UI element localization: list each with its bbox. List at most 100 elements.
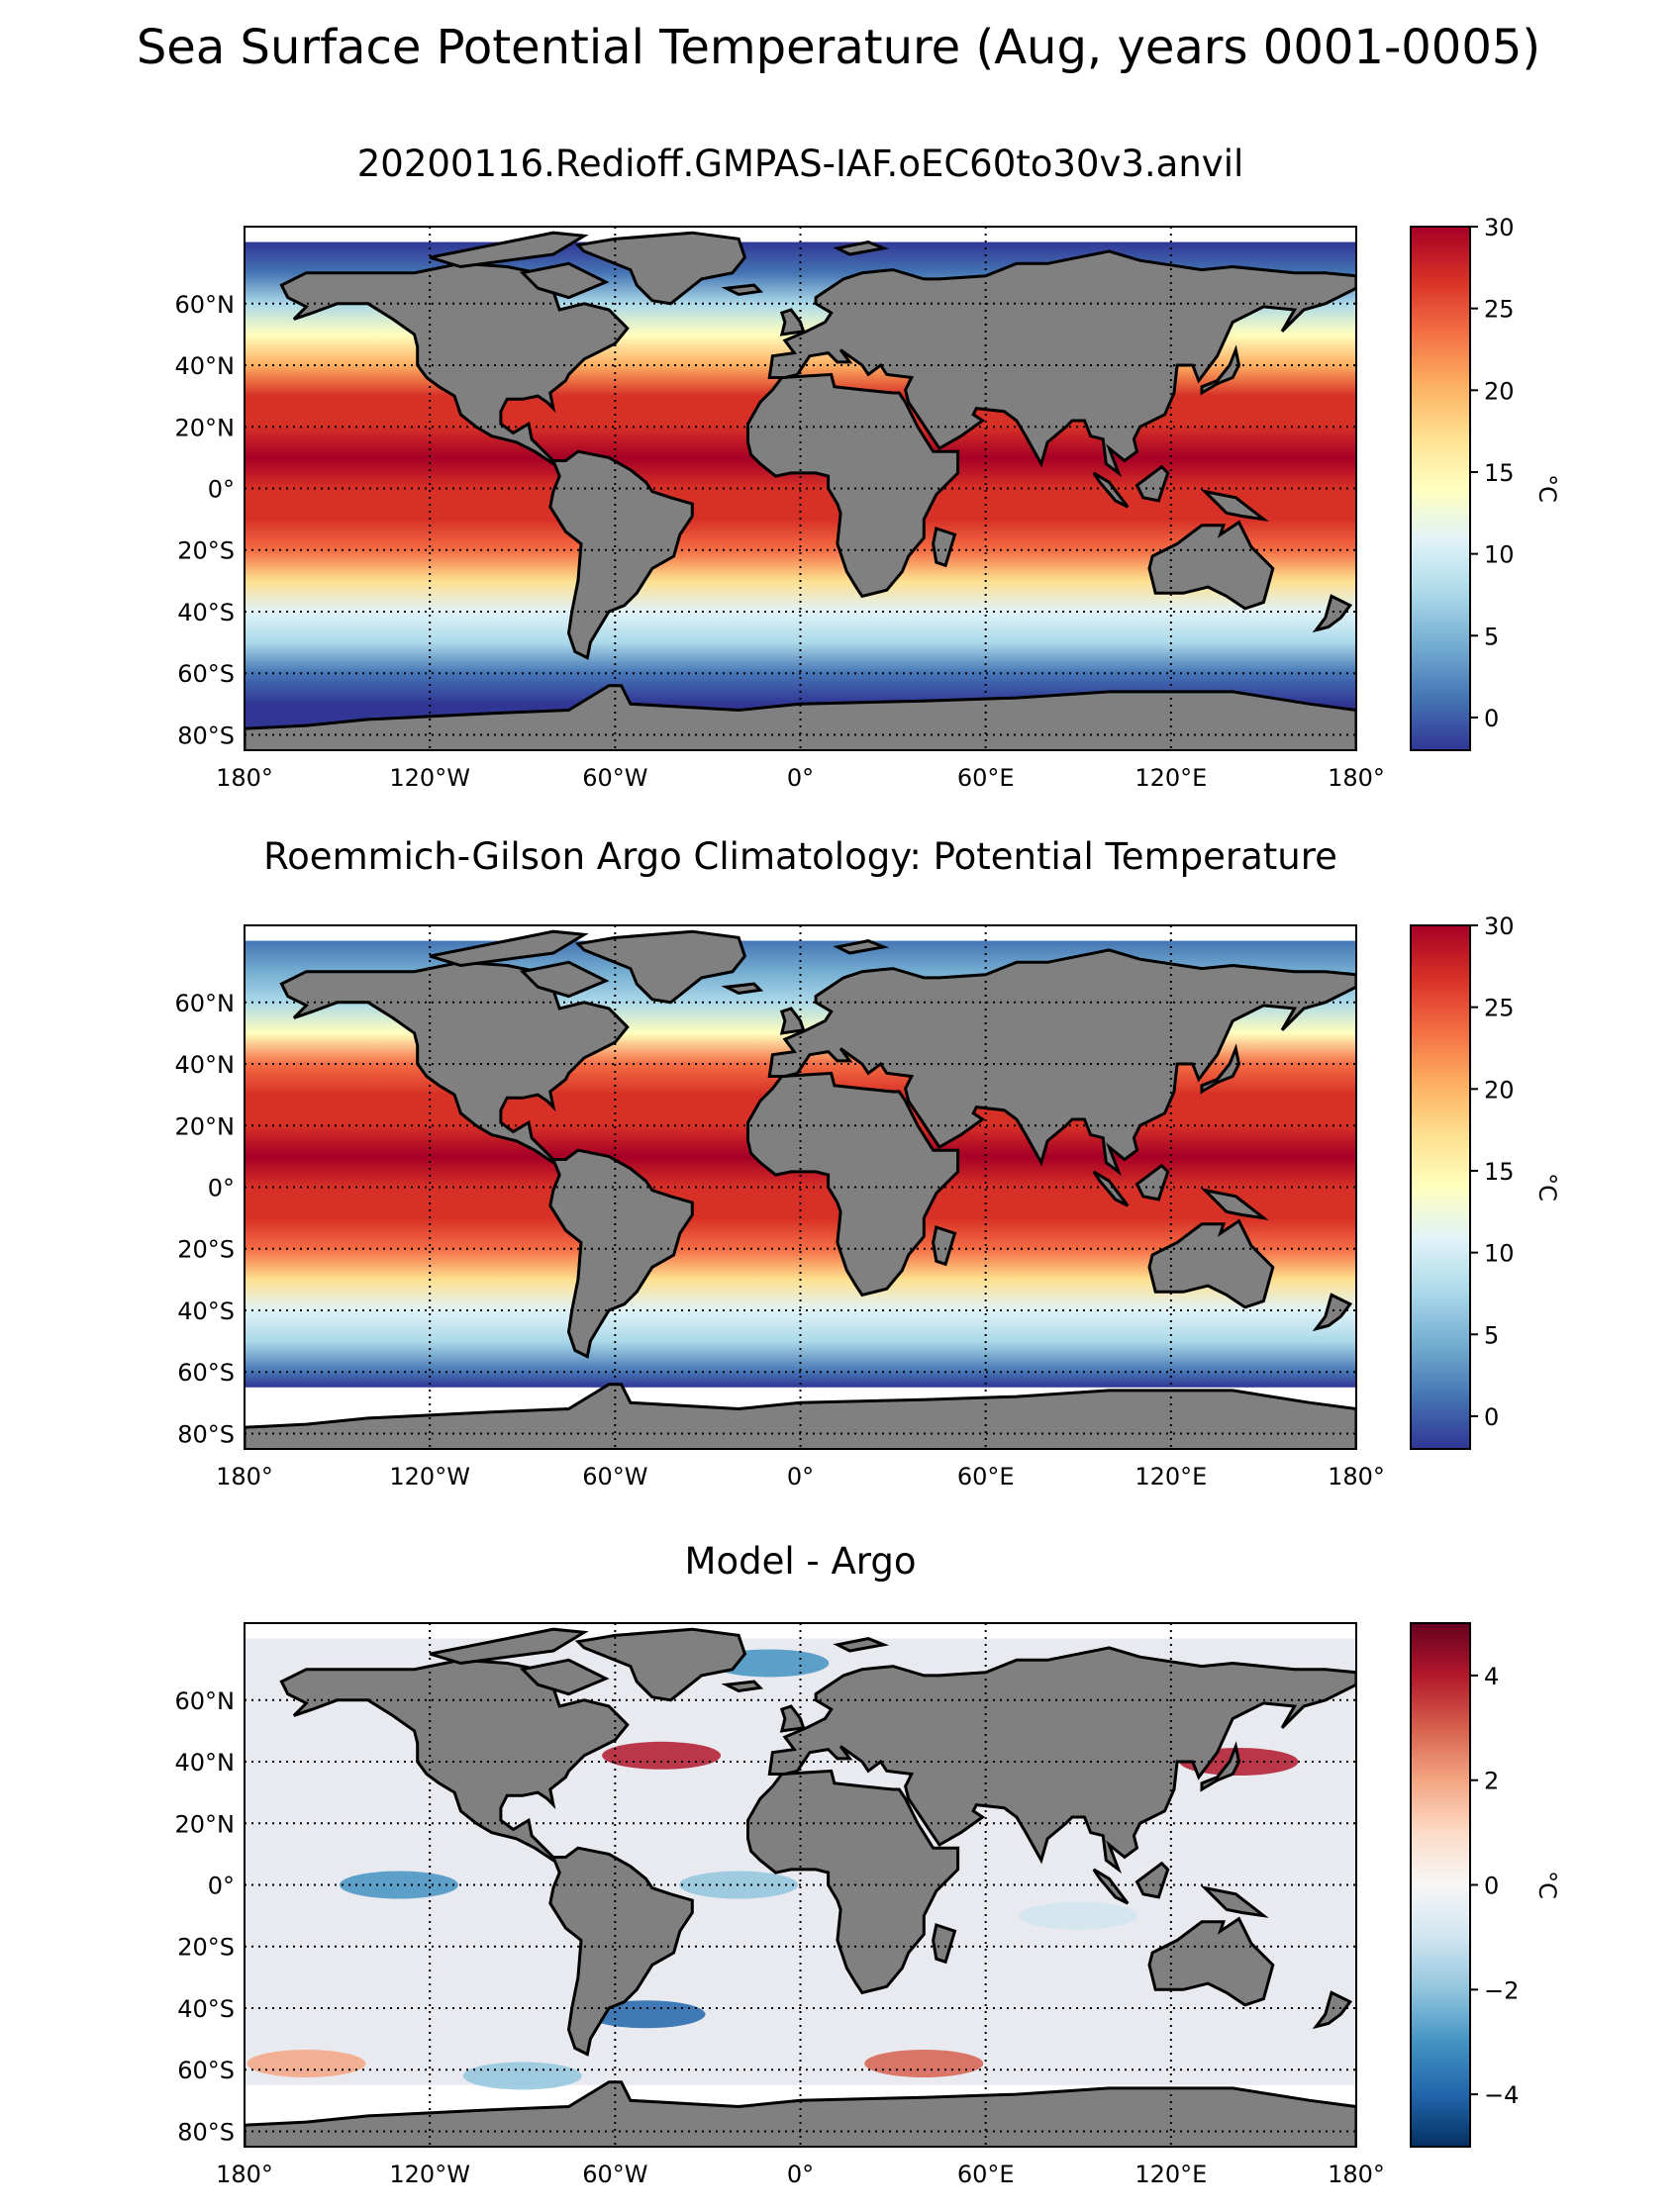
y-tick-label: 40°S	[177, 599, 235, 626]
land-new-zealand	[1312, 594, 1353, 633]
x-tick-label: 180°	[1328, 764, 1385, 792]
x-tick-label: 0°	[787, 1463, 814, 1491]
land-borneo	[1134, 1163, 1170, 1202]
land-south-america	[548, 1148, 694, 1359]
colorbar-tick-label: 20	[1484, 1076, 1515, 1104]
x-tick-label: 60°W	[582, 2161, 647, 2188]
colorbar-tick-label: 10	[1484, 541, 1515, 569]
colorbar-tick-label: 30	[1484, 214, 1515, 241]
land-eurasia	[767, 249, 1356, 478]
land-new-guinea	[1200, 489, 1269, 522]
figure-suptitle: Sea Surface Potential Temperature (Aug, …	[137, 20, 1540, 75]
land-new-zealand	[1312, 1293, 1353, 1332]
y-tick-label: 60°N	[175, 291, 236, 319]
map-frame	[244, 924, 1357, 1450]
y-tick-label: 80°S	[177, 721, 235, 749]
land-new-guinea	[1200, 1885, 1269, 1918]
colorbar-tick-label: 25	[1484, 995, 1515, 1022]
colorbar-tick-label: 0	[1484, 1873, 1499, 1900]
land-australia	[1147, 1218, 1275, 1309]
x-tick-label: 120°E	[1134, 1463, 1207, 1491]
colorbar-tick-label: 25	[1484, 296, 1515, 324]
land-japan	[1200, 1741, 1241, 1792]
map-frame	[244, 1622, 1357, 2148]
x-tick-label: 180°	[1328, 1463, 1385, 1491]
map-frame	[244, 226, 1357, 751]
anomaly-mark	[864, 2049, 984, 2077]
map-area	[245, 1623, 1356, 2147]
colorbar-tick-label: −2	[1484, 1976, 1519, 2004]
land-canada-islands	[429, 1627, 589, 1666]
land-madagascar	[932, 1923, 957, 1965]
y-tick-label: 60°S	[177, 660, 235, 688]
panel-title: 20200116.Redioff.GMPAS-IAF.oEC60to30v3.a…	[357, 143, 1244, 185]
colorbar-tick-label: 4	[1484, 1663, 1499, 1690]
y-tick-label: 20°N	[175, 1810, 236, 1838]
x-tick-label: 180°	[216, 2161, 273, 2188]
map-area	[245, 227, 1356, 750]
land-uk	[779, 308, 806, 337]
land-africa	[746, 1071, 960, 1298]
land-eurasia	[767, 948, 1356, 1177]
colorbar-label: °C	[1533, 1871, 1561, 1899]
land-north-america	[279, 261, 630, 466]
land-svalbard	[833, 939, 890, 955]
colorbar-tick-label: 2	[1484, 1768, 1499, 1795]
land-madagascar	[932, 1225, 957, 1267]
colorbar-tick-label: 5	[1484, 1321, 1499, 1349]
land-svalbard	[833, 240, 890, 256]
land-svalbard	[833, 1637, 890, 1653]
land-canada-islands	[429, 231, 589, 269]
y-tick-label: 60°N	[175, 1687, 236, 1715]
y-tick-label: 20°S	[177, 1934, 235, 1962]
land-uk	[779, 1007, 806, 1035]
land-north-america	[279, 960, 630, 1165]
land-borneo	[1134, 464, 1170, 503]
land-canada-islands	[429, 929, 589, 968]
x-tick-label: 120°W	[389, 764, 470, 792]
land-eurasia	[767, 1646, 1356, 1875]
colorbar-tick-label: 5	[1484, 623, 1499, 650]
colorbar	[1410, 226, 1471, 751]
x-tick-label: 60°W	[582, 764, 647, 792]
x-tick-label: 120°E	[1134, 764, 1207, 792]
x-tick-label: 120°W	[389, 2161, 470, 2188]
colorbar-label: °C	[1533, 1173, 1561, 1202]
x-tick-label: 60°E	[957, 2161, 1015, 2188]
y-tick-label: 0°	[208, 1175, 235, 1202]
land-japan	[1200, 1043, 1241, 1095]
y-tick-label: 80°S	[177, 1420, 235, 1448]
land-borneo	[1134, 1861, 1170, 1899]
anomaly-mark	[462, 2062, 582, 2090]
land-australia	[1147, 1916, 1275, 2007]
land-uk	[779, 1704, 806, 1733]
land-sumatra	[1092, 1170, 1130, 1207]
x-tick-label: 120°W	[389, 1463, 470, 1491]
panel-title: Model - Argo	[685, 1540, 917, 1583]
colorbar-tick-label: 30	[1484, 913, 1515, 940]
y-tick-label: 20°S	[177, 1236, 235, 1264]
x-tick-label: 0°	[787, 764, 814, 792]
land-baffin	[519, 1658, 610, 1696]
x-tick-label: 180°	[1328, 2161, 1385, 2188]
y-tick-label: 40°N	[175, 1749, 236, 1777]
land-greenland	[574, 1627, 747, 1702]
x-tick-label: 0°	[787, 2161, 814, 2188]
land-australia	[1147, 520, 1275, 611]
land-greenland	[574, 929, 747, 1005]
map-panel-1: 20200116.Redioff.GMPAS-IAF.oEC60to30v3.a…	[175, 143, 1562, 792]
land-africa	[746, 372, 960, 599]
land-new-guinea	[1200, 1188, 1269, 1220]
colorbar-tick-label: 15	[1484, 1158, 1515, 1186]
land-japan	[1200, 344, 1241, 396]
y-tick-label: 60°S	[177, 2057, 235, 2084]
colorbar-label: °C	[1533, 474, 1561, 503]
land-iceland	[721, 1680, 764, 1693]
y-tick-label: 80°S	[177, 2118, 235, 2146]
y-tick-label: 20°S	[177, 537, 235, 565]
map-area	[245, 925, 1356, 1449]
land-greenland	[574, 231, 747, 306]
colorbar	[1410, 924, 1471, 1450]
x-tick-label: 120°E	[1134, 2161, 1207, 2188]
